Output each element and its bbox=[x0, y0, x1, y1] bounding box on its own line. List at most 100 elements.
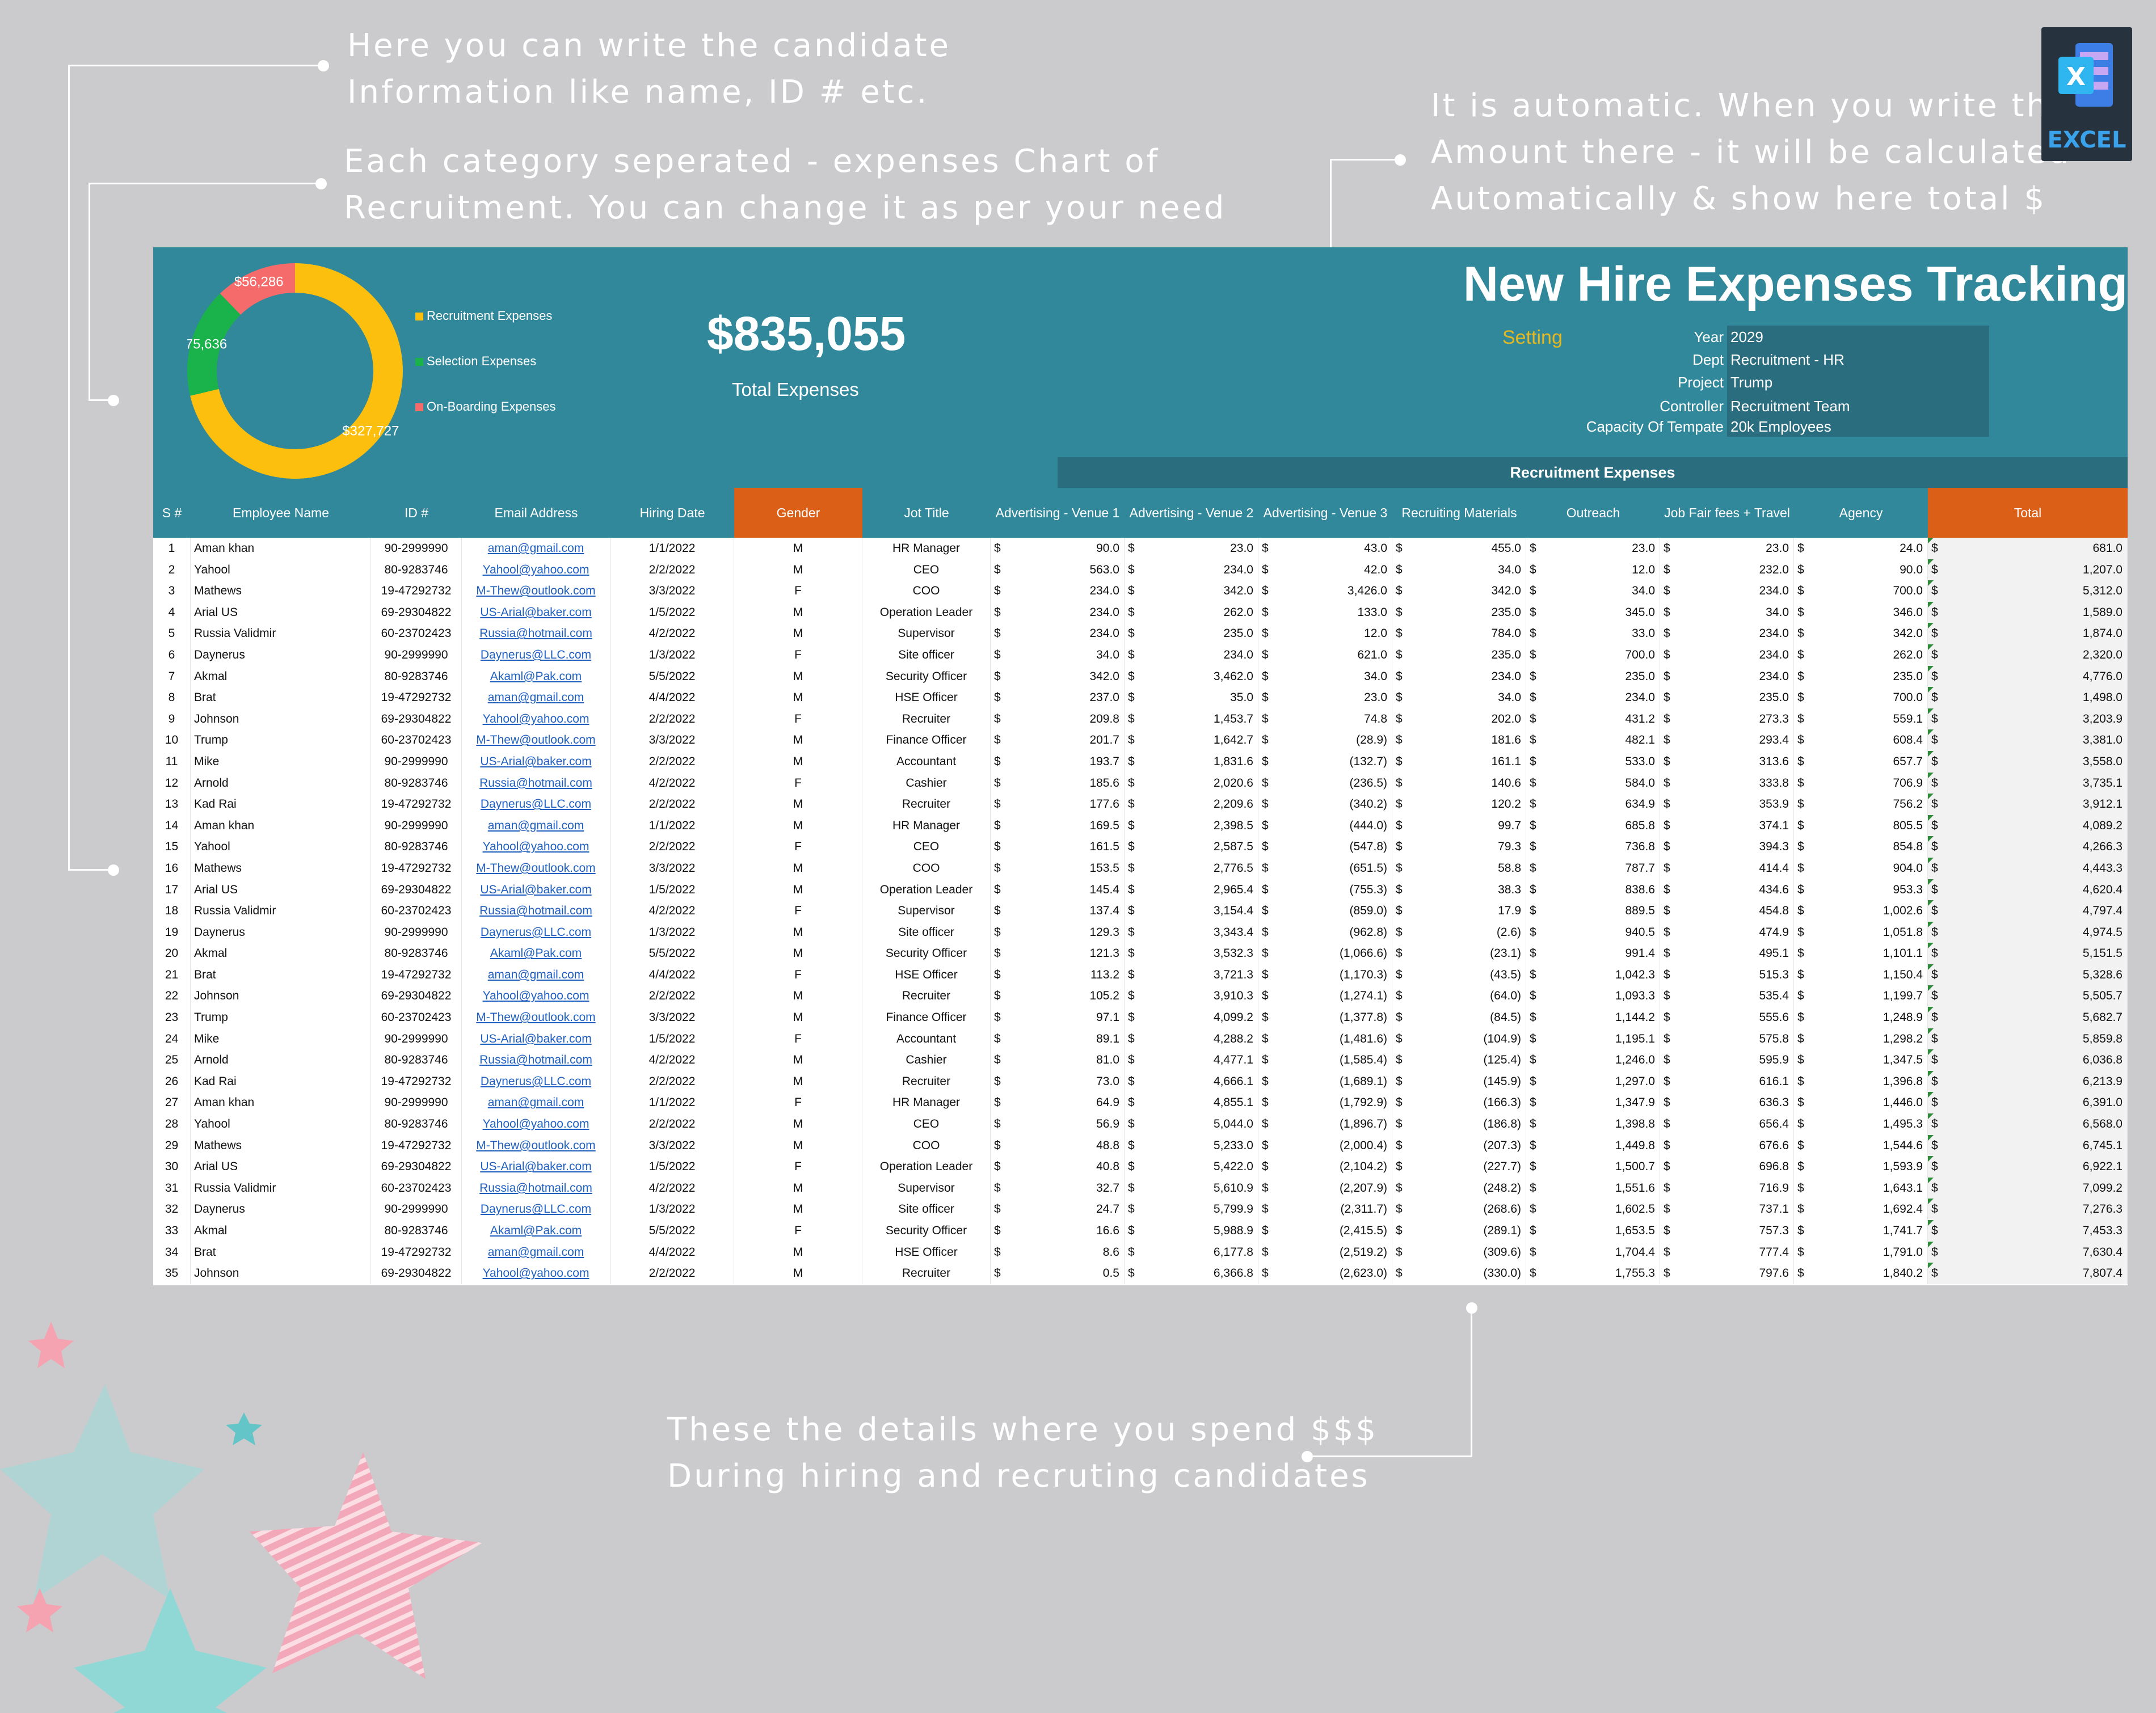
amount-cell[interactable]: $ (186.8) bbox=[1392, 1113, 1526, 1135]
email-link[interactable]: Daynerus@LLC.com bbox=[480, 648, 592, 661]
id-cell[interactable]: 80-9283746 bbox=[371, 1220, 462, 1242]
amount-cell[interactable]: $854.8 bbox=[1794, 836, 1928, 858]
job-title-cell[interactable]: Site officer bbox=[862, 921, 991, 943]
amount-cell[interactable]: $58.8 bbox=[1392, 857, 1526, 879]
hiring-date-cell[interactable]: 1/5/2022 bbox=[610, 1156, 734, 1178]
hiring-date-cell[interactable]: 4/2/2022 bbox=[610, 772, 734, 794]
amount-cell[interactable]: $454.8 bbox=[1660, 900, 1794, 922]
gender-cell[interactable]: M bbox=[734, 879, 862, 901]
email-link[interactable]: Russia@hotmail.com bbox=[479, 627, 592, 640]
total-cell[interactable]: $3,735.1 bbox=[1928, 772, 2128, 794]
employee-name-cell[interactable]: Arial US bbox=[191, 879, 371, 901]
gender-cell[interactable]: F bbox=[734, 964, 862, 986]
gender-cell[interactable]: M bbox=[734, 729, 862, 751]
email-cell[interactable]: Daynerus@LLC.com bbox=[462, 921, 610, 943]
serial-cell[interactable]: 25 bbox=[153, 1049, 191, 1071]
amount-cell[interactable]: $ (651.5) bbox=[1258, 857, 1392, 879]
employee-name-cell[interactable]: Brat bbox=[191, 1241, 371, 1263]
amount-cell[interactable]: $2,965.4 bbox=[1125, 879, 1258, 901]
serial-cell[interactable]: 33 bbox=[153, 1220, 191, 1242]
amount-cell[interactable]: $1,643.1 bbox=[1794, 1177, 1928, 1199]
info-value[interactable]: 2029 bbox=[1730, 328, 1763, 345]
id-cell[interactable]: 60-23702423 bbox=[371, 729, 462, 751]
amount-cell[interactable]: $273.3 bbox=[1660, 708, 1794, 730]
amount-cell[interactable]: $1,297.0 bbox=[1526, 1070, 1660, 1092]
id-cell[interactable]: 90-2999990 bbox=[371, 1199, 462, 1220]
email-cell[interactable]: US-Arial@baker.com bbox=[462, 879, 610, 901]
gender-cell[interactable]: F bbox=[734, 900, 862, 922]
amount-cell[interactable]: $342.0 bbox=[1125, 580, 1258, 602]
amount-cell[interactable]: $23.0 bbox=[1258, 687, 1392, 708]
hiring-date-cell[interactable]: 2/2/2022 bbox=[610, 1113, 734, 1135]
amount-cell[interactable]: $6,177.8 bbox=[1125, 1241, 1258, 1263]
total-cell[interactable]: $5,328.6 bbox=[1928, 964, 2128, 986]
email-link[interactable]: M-Thew@outlook.com bbox=[476, 1011, 596, 1024]
total-cell[interactable]: $1,589.0 bbox=[1928, 601, 2128, 623]
serial-cell[interactable]: 27 bbox=[153, 1092, 191, 1114]
job-title-cell[interactable]: Supervisor bbox=[862, 900, 991, 922]
amount-cell[interactable]: $234.0 bbox=[1125, 644, 1258, 666]
job-title-cell[interactable]: Recruiter bbox=[862, 794, 991, 815]
amount-cell[interactable]: $48.8 bbox=[991, 1134, 1125, 1157]
hiring-date-cell[interactable]: 1/5/2022 bbox=[610, 879, 734, 901]
amount-cell[interactable]: $79.3 bbox=[1392, 836, 1526, 858]
email-cell[interactable]: Akaml@Pak.com bbox=[462, 665, 610, 687]
gender-cell[interactable]: F bbox=[734, 708, 862, 730]
hiring-date-cell[interactable]: 1/1/2022 bbox=[610, 815, 734, 837]
column-header[interactable]: Total bbox=[1928, 488, 2128, 538]
email-cell[interactable]: Russia@hotmail.com bbox=[462, 772, 610, 794]
amount-cell[interactable]: $ (2,311.7) bbox=[1258, 1199, 1392, 1220]
hiring-date-cell[interactable]: 4/2/2022 bbox=[610, 900, 734, 922]
setting-link[interactable]: Setting bbox=[1502, 327, 1563, 348]
amount-cell[interactable]: $838.6 bbox=[1526, 879, 1660, 901]
amount-cell[interactable]: $ (207.3) bbox=[1392, 1134, 1526, 1157]
amount-cell[interactable]: $333.8 bbox=[1660, 772, 1794, 794]
amount-cell[interactable]: $706.9 bbox=[1794, 772, 1928, 794]
amount-cell[interactable]: $235.0 bbox=[1794, 665, 1928, 687]
gender-cell[interactable]: M bbox=[734, 1177, 862, 1199]
amount-cell[interactable]: $434.6 bbox=[1660, 879, 1794, 901]
email-cell[interactable]: M-Thew@outlook.com bbox=[462, 1007, 610, 1028]
job-title-cell[interactable]: HR Manager bbox=[862, 1092, 991, 1114]
amount-cell[interactable]: $904.0 bbox=[1794, 857, 1928, 879]
amount-cell[interactable]: $784.0 bbox=[1392, 623, 1526, 644]
amount-cell[interactable]: $234.0 bbox=[1392, 665, 1526, 687]
amount-cell[interactable]: $24.7 bbox=[991, 1199, 1125, 1220]
email-cell[interactable]: Yahool@yahoo.com bbox=[462, 836, 610, 858]
hiring-date-cell[interactable]: 2/2/2022 bbox=[610, 1070, 734, 1092]
gender-cell[interactable]: M bbox=[734, 815, 862, 837]
id-cell[interactable]: 60-23702423 bbox=[371, 1007, 462, 1028]
employee-name-cell[interactable]: Arial US bbox=[191, 1156, 371, 1178]
id-cell[interactable]: 69-29304822 bbox=[371, 601, 462, 623]
column-header[interactable]: Job Fair fees + Travel bbox=[1664, 505, 1790, 520]
total-cell[interactable]: $5,859.8 bbox=[1928, 1028, 2128, 1050]
hiring-date-cell[interactable]: 4/2/2022 bbox=[610, 1049, 734, 1071]
hiring-date-cell[interactable]: 1/5/2022 bbox=[610, 1028, 734, 1050]
amount-cell[interactable]: $700.0 bbox=[1794, 580, 1928, 602]
amount-cell[interactable]: $1,593.9 bbox=[1794, 1156, 1928, 1178]
email-cell[interactable]: Russia@hotmail.com bbox=[462, 900, 610, 922]
serial-cell[interactable]: 35 bbox=[153, 1263, 191, 1284]
total-cell[interactable]: $6,036.8 bbox=[1928, 1049, 2128, 1071]
amount-cell[interactable]: $805.5 bbox=[1794, 815, 1928, 837]
serial-cell[interactable]: 13 bbox=[153, 794, 191, 815]
email-link[interactable]: Russia@hotmail.com bbox=[479, 1181, 592, 1195]
serial-cell[interactable]: 15 bbox=[153, 836, 191, 858]
email-cell[interactable]: Yahool@yahoo.com bbox=[462, 1263, 610, 1284]
total-cell[interactable]: $7,630.4 bbox=[1928, 1241, 2128, 1263]
total-cell[interactable]: $6,922.1 bbox=[1928, 1156, 2128, 1178]
amount-cell[interactable]: $ (444.0) bbox=[1258, 815, 1392, 837]
column-header[interactable]: Advertising - Venue 3 bbox=[1263, 505, 1388, 520]
id-cell[interactable]: 69-29304822 bbox=[371, 879, 462, 901]
amount-cell[interactable]: $2,209.6 bbox=[1125, 794, 1258, 815]
column-header[interactable]: Recruiting Materials bbox=[1401, 505, 1517, 520]
amount-cell[interactable]: $342.0 bbox=[1392, 580, 1526, 602]
amount-cell[interactable]: $3,154.4 bbox=[1125, 900, 1258, 922]
serial-cell[interactable]: 28 bbox=[153, 1113, 191, 1135]
employee-name-cell[interactable]: Kad Rai bbox=[191, 1070, 371, 1092]
amount-cell[interactable]: $ (2,623.0) bbox=[1258, 1263, 1392, 1284]
id-cell[interactable]: 80-9283746 bbox=[371, 665, 462, 687]
amount-cell[interactable]: $353.9 bbox=[1660, 794, 1794, 815]
amount-cell[interactable]: $ (2.6) bbox=[1392, 921, 1526, 943]
hiring-date-cell[interactable]: 2/2/2022 bbox=[610, 1263, 734, 1284]
